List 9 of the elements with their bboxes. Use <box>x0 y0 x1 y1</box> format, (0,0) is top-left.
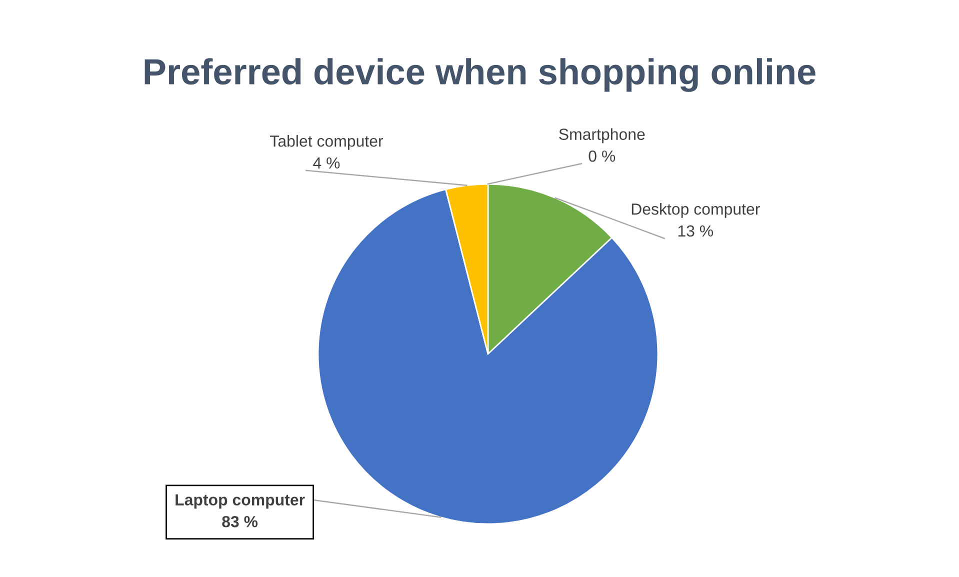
slice-label: Laptop computer <box>176 494 305 509</box>
data-label: 4 % <box>313 157 340 169</box>
data-label: 83 % <box>222 516 258 528</box>
slice-label: Tablet computer <box>270 135 384 150</box>
data-label: 13 % <box>678 225 714 237</box>
chart-title: Preferred device when shopping online <box>144 58 816 92</box>
text: 0 % <box>588 150 616 162</box>
slice-label: Desktop computer <box>632 203 760 218</box>
category-label: Smartphone <box>559 128 645 144</box>
